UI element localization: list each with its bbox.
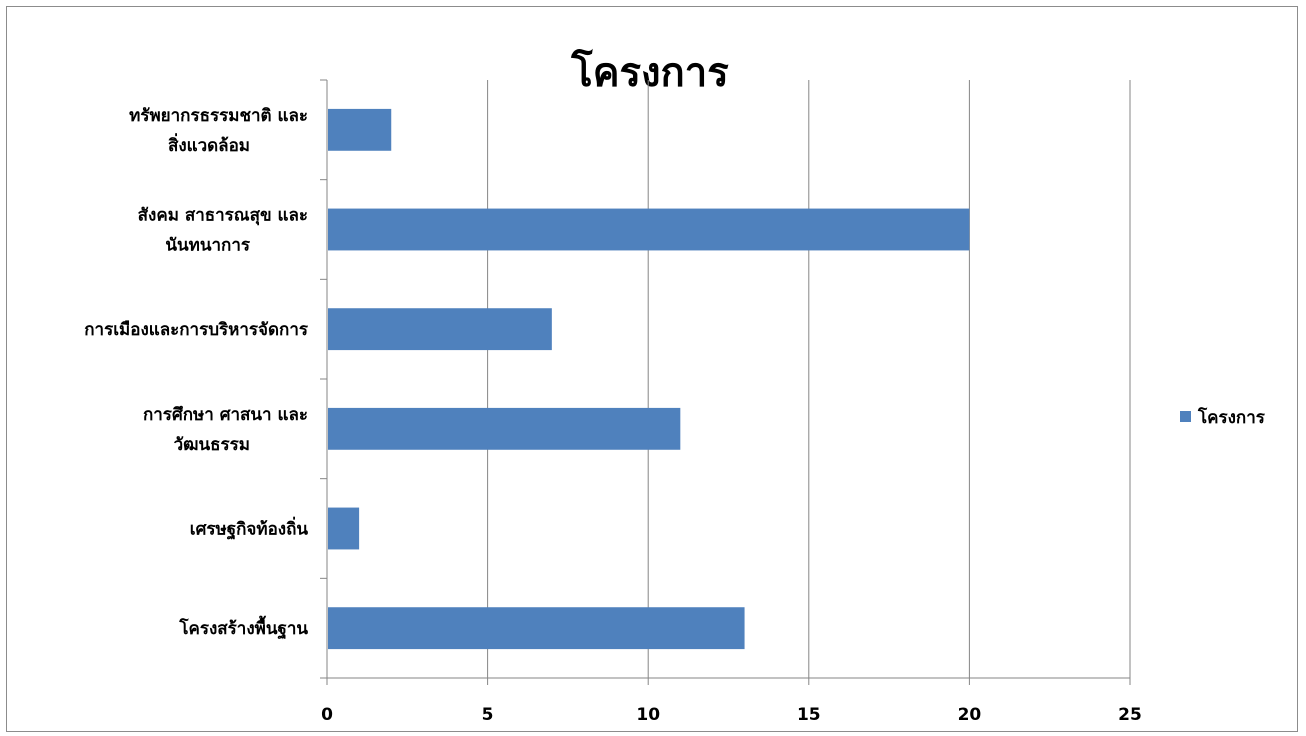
bar bbox=[328, 308, 552, 351]
legend-swatch bbox=[1180, 411, 1191, 422]
x-tick-label: 15 bbox=[797, 705, 821, 725]
gridlines bbox=[487, 80, 1131, 678]
category-label: เศรษฐกิจท้องถิ่น bbox=[190, 517, 309, 541]
bar bbox=[328, 507, 360, 550]
category-labels: ทรัพยากรธรรมชาติ และสิ่งแวดล้อมสังคม สาธ… bbox=[84, 106, 309, 640]
x-tick-label: 5 bbox=[482, 705, 494, 725]
x-tick-labels: 0 5 10 15 20 25 bbox=[321, 705, 1142, 725]
bars bbox=[328, 108, 970, 650]
x-tick-label: 20 bbox=[958, 705, 982, 725]
category-label: ทรัพยากรธรรมชาติ และสิ่งแวดล้อม bbox=[129, 106, 308, 156]
x-tick-label: 25 bbox=[1118, 705, 1142, 725]
legend: โครงการ bbox=[1180, 407, 1266, 428]
legend-label: โครงการ bbox=[1197, 407, 1266, 428]
chart-title: โครงการ bbox=[570, 49, 729, 96]
x-tick-label: 0 bbox=[321, 705, 333, 725]
category-label: การศึกษา ศาสนา และวัฒนธรรม bbox=[143, 405, 308, 455]
bar bbox=[328, 208, 970, 251]
category-label: การเมืองและการบริหารจัดการ bbox=[84, 319, 309, 340]
bar bbox=[328, 108, 392, 151]
bar bbox=[328, 407, 681, 450]
x-tick-label: 10 bbox=[636, 705, 660, 725]
axes bbox=[320, 79, 1131, 685]
bar bbox=[328, 607, 745, 650]
category-label: สังคม สาธารณสุข และนันทนาการ bbox=[138, 206, 308, 256]
category-label: โครงสร้างพื้นฐาน bbox=[178, 615, 308, 640]
